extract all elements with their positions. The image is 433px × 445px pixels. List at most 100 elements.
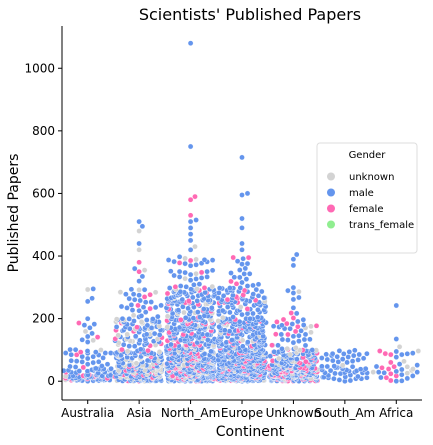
swarm-point-male <box>270 323 277 330</box>
swarm-point-female <box>283 320 290 327</box>
swarm-point-male <box>375 369 382 375</box>
swarm-point-male <box>138 313 145 319</box>
swarm-point-female <box>379 364 385 371</box>
swarm-point-male <box>393 368 400 375</box>
swarm-point-male <box>176 268 183 275</box>
swarm-point-male <box>182 269 188 276</box>
swarm-point-male <box>296 332 302 339</box>
swarm-point-unknown <box>181 309 187 316</box>
swarm-point-male <box>244 283 251 289</box>
swarm-point-male <box>142 309 149 315</box>
swarm-point-male <box>378 374 384 381</box>
swarm-point-female <box>230 254 236 261</box>
swarm-point-male <box>119 315 126 322</box>
swarm-point-male <box>234 258 241 265</box>
swarm-point-female <box>164 290 171 297</box>
swarm-point-male <box>279 322 285 329</box>
swarm-point-female <box>269 342 275 349</box>
swarm-point-male <box>290 284 297 291</box>
swarm-point-male <box>204 274 210 280</box>
legend-marker-trans_female <box>327 220 335 229</box>
swarm-point-male <box>219 307 226 314</box>
swarm-point-male <box>140 304 147 311</box>
swarm-point-female <box>387 351 394 358</box>
swarm-point-male <box>329 357 336 364</box>
swarm-point-male <box>275 342 281 349</box>
swarm-point-unknown <box>136 246 142 253</box>
swarm-point-male <box>319 363 325 370</box>
swarm-point-male <box>188 286 194 293</box>
swarm-point-male <box>364 374 370 381</box>
swarm-point-male <box>67 346 73 353</box>
swarm-point-male <box>124 305 130 311</box>
legend-label-trans_female: trans_female <box>349 220 414 231</box>
swarm-point-male <box>329 350 336 357</box>
swarm-point-male <box>209 257 216 263</box>
swarm-point-male <box>307 336 313 343</box>
swarm-point-male <box>148 299 154 305</box>
swarm-point-male <box>84 361 91 368</box>
swarm-point-male <box>239 215 245 222</box>
swarm-point-male <box>193 276 199 282</box>
swarm-point-female <box>274 319 280 325</box>
swarm-point-unknown <box>124 331 130 338</box>
swarm-point-male <box>123 291 129 298</box>
swarm-point-male <box>165 257 172 263</box>
swarm-point-male <box>409 350 416 356</box>
legend-marker-male <box>327 188 335 197</box>
swarm-point-unknown <box>156 349 163 355</box>
swarm-point-male <box>93 365 99 372</box>
swarm-point-male <box>175 307 182 313</box>
swarm-point-male <box>156 332 163 338</box>
swarm-point-male <box>120 341 127 348</box>
swarm-point-male <box>298 327 304 334</box>
swarm-point-male <box>351 347 358 354</box>
swarm-point-male <box>335 359 342 365</box>
swarm-point-male <box>201 256 208 263</box>
swarm-point-male <box>346 349 353 355</box>
swarm-point-male <box>152 304 159 311</box>
swarm-point-male <box>331 363 338 369</box>
x-tick-label: North_Am <box>161 406 220 420</box>
swarm-point-female <box>313 322 320 329</box>
swarm-point-male <box>216 290 222 296</box>
swarm-point-male <box>84 355 91 362</box>
swarm-point-female <box>302 358 309 365</box>
x-axis-label: Continent <box>216 424 285 440</box>
swarm-point-male <box>357 366 364 373</box>
swarm-point-unknown <box>404 370 411 377</box>
swarm-point-male <box>143 317 150 323</box>
swarm-point-male <box>204 331 211 338</box>
swarm-point-unknown <box>152 289 159 296</box>
swarm-point-female <box>288 310 295 316</box>
swarm-point-male <box>350 352 357 359</box>
data-points <box>61 40 422 385</box>
swarm-point-male <box>255 292 262 299</box>
swarm-point-female <box>147 291 153 298</box>
swarm-point-unknown <box>164 313 171 320</box>
swarm-point-male <box>185 305 191 312</box>
swarm-point-male <box>332 370 338 377</box>
swarm-point-male <box>136 218 142 225</box>
swarm-point-unknown <box>209 283 216 290</box>
swarm-point-male <box>142 299 149 306</box>
swarm-point-unknown <box>275 355 282 362</box>
swarm-point-male <box>293 310 300 317</box>
swarm-point-male <box>302 342 309 349</box>
swarm-point-male <box>290 256 297 263</box>
swarm-point-male <box>187 262 194 269</box>
swarm-point-male <box>132 333 139 340</box>
swarm-point-male <box>73 358 80 364</box>
swarm-point-male <box>239 225 245 231</box>
swarm-point-male <box>177 283 184 289</box>
swarm-point-male <box>331 375 337 382</box>
swarm-point-male <box>129 307 136 313</box>
swarm-point-male <box>250 291 256 297</box>
swarm-point-male <box>279 336 286 343</box>
swarm-point-male <box>95 358 102 365</box>
swarm-point-female <box>272 331 279 338</box>
swarm-point-female <box>201 284 208 291</box>
swarm-point-male <box>128 302 135 308</box>
swarm-point-unknown <box>194 286 200 292</box>
swarm-point-male <box>118 303 125 310</box>
